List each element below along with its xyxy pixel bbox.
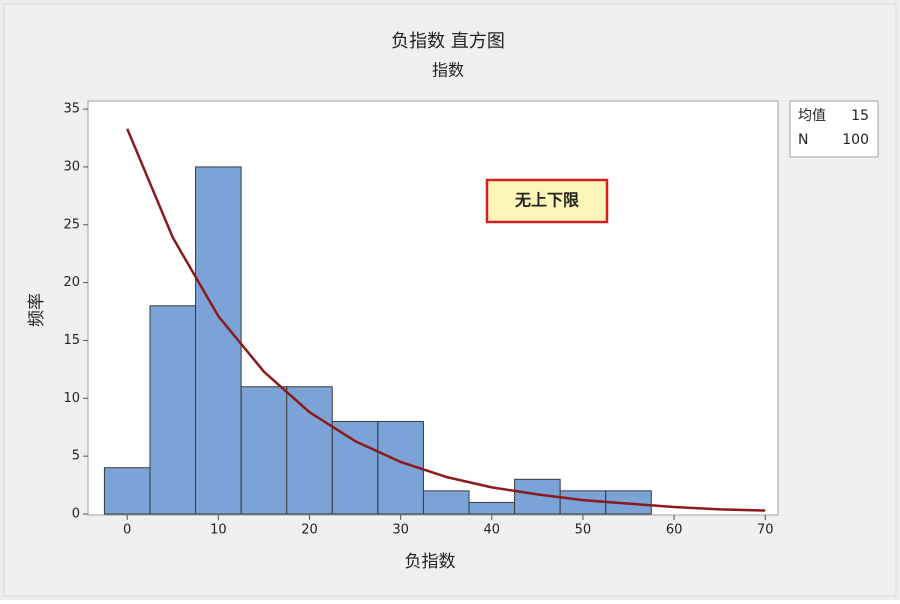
y-tick-label: 15	[63, 333, 80, 348]
x-tick-label: 70	[757, 523, 774, 538]
y-tick-label: 5	[72, 449, 80, 464]
stat-value: 15	[851, 108, 869, 124]
x-tick-label: 60	[666, 523, 683, 538]
stat-label: N	[798, 132, 808, 148]
y-tick-label: 10	[63, 391, 80, 406]
x-tick-label: 50	[575, 523, 592, 538]
bar	[422, 490, 470, 515]
annotation-box	[485, 178, 609, 224]
stat-label: 均值	[798, 108, 826, 124]
x-tick-label: 20	[301, 523, 318, 538]
y-tick-label: 35	[63, 102, 80, 117]
bar	[331, 420, 379, 515]
bar	[103, 467, 151, 515]
bar	[195, 166, 242, 515]
bar	[240, 386, 288, 515]
annotation: 无上下限	[514, 191, 580, 210]
x-tick-label: 30	[392, 523, 409, 538]
y-axis-label: 频率	[27, 293, 47, 327]
stat-value: 100	[842, 132, 869, 148]
fit-curve	[126, 128, 766, 512]
y-tick-label: 0	[72, 507, 80, 522]
x-tick-label: 40	[484, 523, 501, 538]
bar	[149, 305, 197, 515]
x-tick-label: 10	[210, 523, 227, 538]
x-tick-label: 0	[123, 523, 131, 538]
bar	[286, 386, 333, 515]
y-tick-label: 20	[63, 275, 80, 290]
bar	[468, 501, 516, 515]
chart-subtitle: 指数	[432, 61, 464, 80]
stats-box	[789, 100, 879, 158]
y-tick-label: 30	[63, 159, 80, 174]
chart-title: 负指数 直方图	[391, 31, 505, 52]
y-tick-label: 25	[63, 217, 80, 232]
x-axis-label: 负指数	[405, 552, 456, 572]
